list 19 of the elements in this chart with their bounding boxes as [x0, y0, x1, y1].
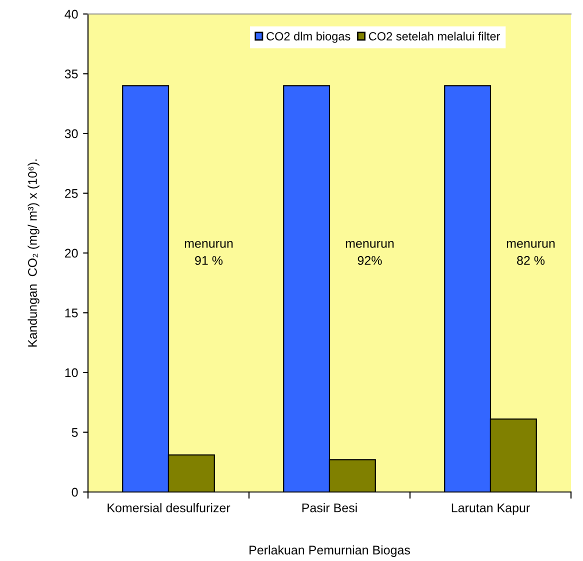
y-tick-label: 15 [65, 308, 78, 318]
x-axis-title: Perlakuan Pemurnian Biogas [250, 545, 410, 557]
y-tick-label: 20 [65, 248, 78, 258]
y-axis-title: Kandungan CO₂ (mg/ m³) x (10⁶). [28, 160, 40, 347]
y-tick-label: 40 [64, 10, 78, 19]
annotation: menurun 91 % [184, 240, 233, 265]
y-tick-label: 30 [64, 129, 78, 138]
y-tick-label: 25 [65, 189, 78, 198]
y-tick-label: 5 [72, 428, 78, 437]
y-tick-label: 10 [65, 368, 78, 378]
annotation: menurun 92% [346, 240, 394, 265]
x-tick-label: Larutan Kapur [452, 504, 530, 515]
legend-label: CO2 setelah melalui filter [368, 32, 500, 40]
x-tick-label: Pasir Besi [302, 503, 357, 512]
x-tick-label: Komersial desulfurizer [108, 503, 230, 512]
legend-label: CO2 dlm biogas [266, 32, 350, 43]
y-tick-label: 0 [72, 488, 78, 497]
annotation: menurun 82 % [506, 240, 555, 265]
y-tick-label: 35 [64, 70, 78, 78]
